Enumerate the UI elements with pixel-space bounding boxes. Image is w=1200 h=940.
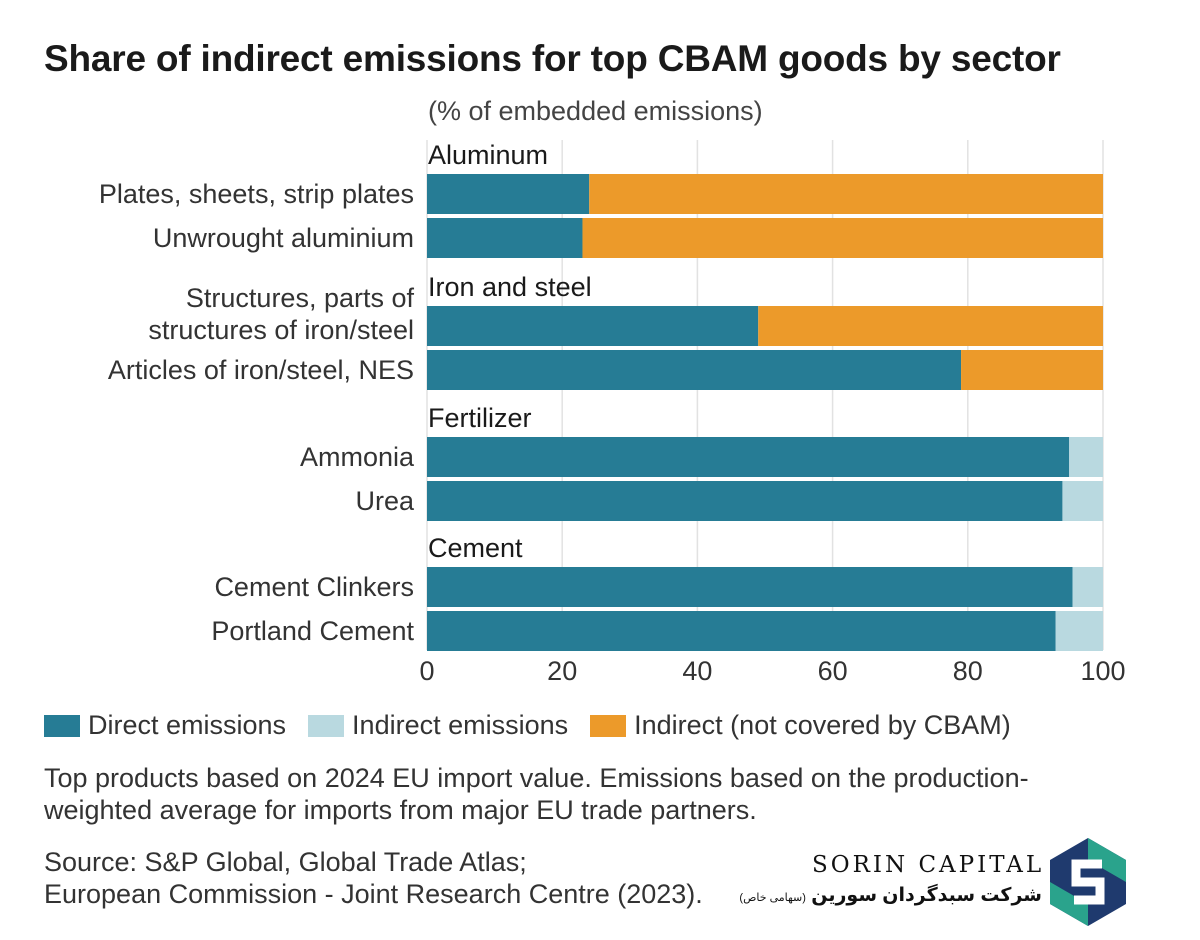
group-label-iron-and-steel: Iron and steel [428,272,592,302]
group-label-aluminum: Aluminum [428,140,548,170]
legend-label-direct: Direct emissions [88,710,287,740]
category-label-line: Structures, parts of [186,283,415,313]
bar-direct-0-1 [427,218,583,258]
bar-indirect-3-1 [1055,611,1103,651]
category-label-line: Cement Clinkers [214,572,414,602]
x-tick-label-0: 0 [419,656,434,686]
category-label-line: structures of iron/steel [148,315,414,345]
bar-direct-2-0 [427,437,1070,477]
brand-persian-small: (سهامی خاص) [739,892,806,904]
legend-swatch-not-covered [590,714,627,737]
category-label-line: Unwrought aluminium [153,223,414,253]
x-tick-label-20: 20 [547,656,577,686]
brand-block: SORIN CAPITAL شرکت سبدگردان سورین (سهامی… [739,852,1045,907]
category-label-line: Portland Cement [211,616,414,646]
category-label-0-1: Unwrought aluminium [153,223,414,253]
brand-persian-name: شرکت سبدگردان سورین [811,885,1042,906]
legend-label-indirect: Indirect emissions [352,710,569,740]
category-label-line: Plates, sheets, strip plates [99,179,414,209]
legend-swatch-indirect [308,714,345,737]
category-label-3-1: Portland Cement [211,616,414,646]
category-label-line: Ammonia [300,442,415,472]
legend-item-direct: Direct emissions [44,710,286,741]
bar-direct-2-1 [427,481,1063,521]
footnote: Top products based on 2024 EU import val… [44,763,1029,825]
legend-swatch-direct [44,714,80,737]
bar-not-covered-1-1 [961,350,1103,390]
source-line-2: European Commission - Joint Research Cen… [44,879,703,909]
x-tick-label-100: 100 [1080,656,1125,686]
bar-direct-1-1 [427,350,962,390]
bar-direct-3-0 [427,567,1073,607]
category-label-line: Articles of iron/steel, NES [108,355,414,385]
category-label-2-0: Ammonia [300,442,415,472]
source-note: Source: S&P Global, Global Trade Atlas; … [44,846,804,910]
legend: Direct emissions Indirect emissions Indi… [44,710,1033,741]
bar-chart: 0 20 40 60 80 100 Aluminum Plates, sheets, stri… [99,140,1126,686]
source-line-1: Source: S&P Global, Global Trade Atlas; [44,847,527,877]
brand-persian: شرکت سبدگردان سورین (سهامی خاص) [739,884,1042,907]
bar-indirect-3-0 [1072,567,1103,607]
bar-not-covered-0-1 [582,218,1103,258]
legend-label-not-covered: Indirect (not covered by CBAM) [634,710,1011,740]
bar-indirect-2-1 [1062,481,1103,521]
brand-name: SORIN CAPITAL [812,852,1045,878]
x-tick-label-60: 60 [818,656,848,686]
bar-direct-1-0 [427,306,759,346]
x-tick-label-40: 40 [682,656,712,686]
category-label-1-0: Structures, parts of structures of iron/s… [148,283,414,345]
legend-item-not-covered: Indirect (not covered by CBAM) [590,710,1011,741]
chart-subtitle: (% of embedded emissions) [428,96,763,126]
category-label-2-1: Urea [355,486,415,516]
group-label-cement: Cement [428,533,523,563]
category-label-3-0: Cement Clinkers [214,572,414,602]
bar-direct-3-1 [427,611,1056,651]
group-label-fertilizer: Fertilizer [428,403,532,433]
x-tick-label-80: 80 [953,656,983,686]
chart-title: Share of indirect emissions for top CBAM… [44,38,1061,79]
category-label-0-0: Plates, sheets, strip plates [99,179,414,209]
bar-not-covered-0-0 [589,174,1103,214]
bar-direct-0-0 [427,174,590,214]
legend-item-indirect: Indirect emissions [308,710,568,741]
sorin-logo-icon [1050,838,1126,926]
bar-indirect-2-0 [1069,437,1103,477]
category-label-1-1: Articles of iron/steel, NES [108,355,414,385]
category-label-line: Urea [355,486,415,516]
bar-not-covered-1-0 [758,306,1103,346]
